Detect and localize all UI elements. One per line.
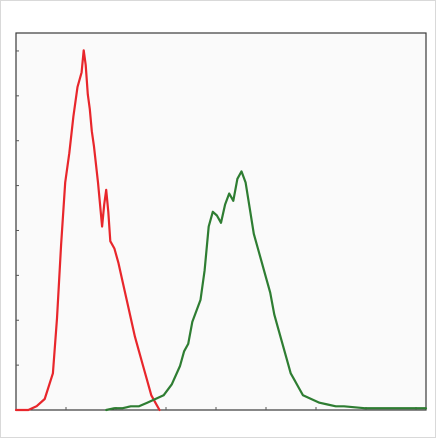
histogram-series-1-line [14,49,161,412]
histogram-series-2-line [105,170,428,412]
